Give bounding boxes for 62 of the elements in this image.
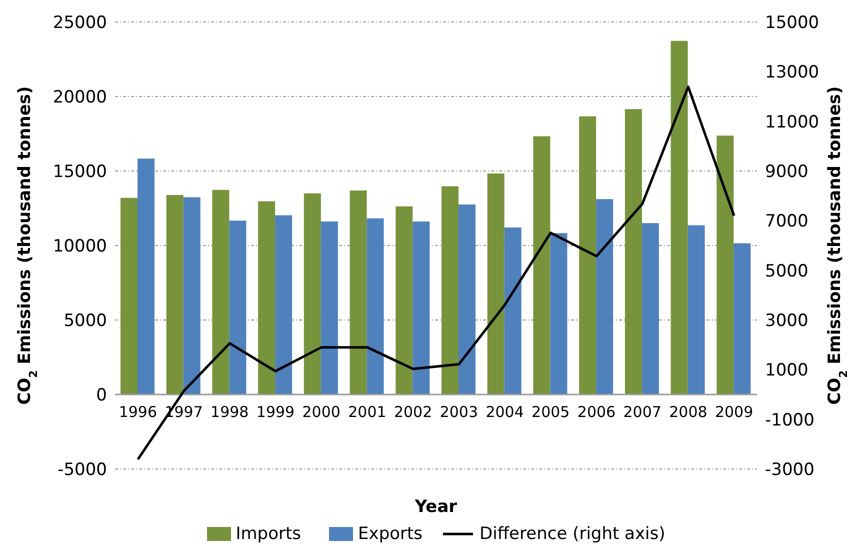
bar (304, 193, 321, 394)
y2-tick-label: 7000 (765, 212, 808, 232)
x-tick-label: 2009 (714, 403, 754, 421)
x-tick-label: 1999 (256, 403, 295, 421)
y-tick-label: 15000 (52, 162, 107, 182)
bar (487, 174, 504, 394)
bar (166, 194, 184, 394)
bar (533, 136, 550, 394)
y2-tick-label: 1000 (765, 360, 808, 381)
bar (688, 225, 705, 394)
bar (258, 201, 276, 394)
bar (670, 40, 688, 394)
bar (212, 190, 230, 394)
y2-tick-label: 5000 (765, 261, 808, 282)
bar (504, 227, 522, 394)
x-tick-label: 2002 (394, 403, 432, 421)
bar (350, 190, 367, 394)
bar (366, 218, 384, 394)
y-tick-label: 0 (96, 386, 107, 406)
x-tick-label: 2001 (348, 403, 386, 421)
y2-tick-label: 3000 (765, 311, 808, 332)
bar (120, 198, 138, 394)
y2-tick-label: 15000 (765, 13, 820, 34)
y2-tick-label: -1000 (765, 410, 814, 430)
bar (624, 109, 642, 394)
bar (550, 233, 568, 394)
y-tick-label: 10000 (52, 236, 107, 257)
x-tick-label: 2003 (440, 403, 478, 421)
x-tick-label: 2005 (532, 403, 570, 421)
bar (138, 158, 155, 394)
legend-label: Exports (358, 524, 423, 544)
x-tick-label: 2004 (486, 403, 524, 421)
bar (458, 204, 476, 394)
bar (716, 136, 734, 394)
x-tick-label: 2007 (623, 403, 662, 421)
legend-label: Difference (right axis) (480, 524, 666, 544)
bar (596, 199, 614, 394)
y-tick-label: 20000 (52, 88, 107, 108)
bar (183, 197, 200, 394)
bar (579, 116, 596, 394)
bar (734, 243, 751, 394)
x-tick-label: 2000 (302, 403, 340, 421)
x-tick-label: 1998 (210, 403, 249, 421)
y-tick-label: 25000 (52, 13, 107, 34)
x-tick-label: 1996 (118, 403, 158, 421)
x-tick-label: 2006 (577, 403, 616, 421)
bar (642, 223, 659, 394)
y2-tick-label: 11000 (765, 112, 820, 132)
x-tick-label: 2008 (669, 403, 708, 421)
bar (320, 222, 338, 394)
x-axis-title: Year (414, 497, 458, 517)
y-tick-label: -5000 (58, 460, 107, 480)
bar (229, 220, 246, 394)
y-tick-label: 5000 (64, 311, 107, 332)
y2-tick-label: 13000 (765, 62, 820, 83)
y2-tick-label: -3000 (765, 460, 814, 480)
bar (396, 206, 413, 394)
legend-label: Imports (236, 524, 302, 544)
bar (442, 186, 459, 394)
bar (275, 215, 292, 394)
y2-tick-label: 9000 (765, 162, 808, 182)
bar (412, 222, 430, 394)
